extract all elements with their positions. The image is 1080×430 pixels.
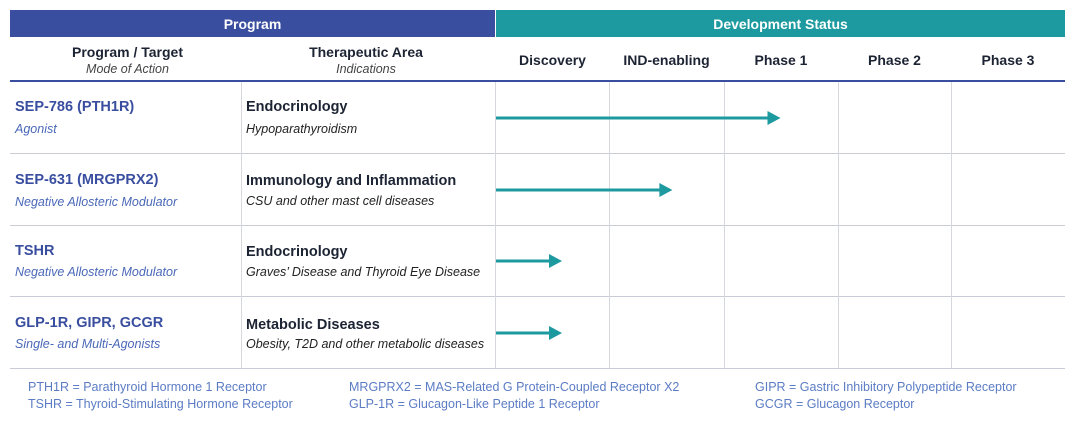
stage-divider xyxy=(951,82,952,368)
progress-arrow-head xyxy=(659,183,673,197)
legend-item: GIPR = Gastric Inhibitory Polypeptide Re… xyxy=(755,380,1017,394)
indication: Obesity, T2D and other metabolic disease… xyxy=(246,337,485,351)
indication: Graves’ Disease and Thyroid Eye Disease xyxy=(246,265,481,279)
indication: Hypoparathyroidism xyxy=(246,122,358,136)
progress-arrow xyxy=(496,111,781,125)
stage-header-phase-3: Phase 3 xyxy=(981,52,1035,68)
program-target-header: Program / Target Mode of Action xyxy=(10,44,245,76)
header-divider xyxy=(10,80,1065,82)
progress-arrow-head xyxy=(767,111,781,125)
stage-header-phase-2: Phase 2 xyxy=(868,52,921,68)
therapeutic-area-title: Therapeutic Area xyxy=(309,44,423,60)
row-divider xyxy=(10,296,1065,297)
therapeutic-area: Immunology and Inflammation xyxy=(246,173,457,189)
indications-subtitle: Indications xyxy=(336,62,396,76)
row-divider xyxy=(10,368,1065,369)
program-header: Program xyxy=(10,10,495,37)
program-name: SEP-631 (MRGPRX2) xyxy=(15,172,159,188)
program-moa: Single- and Multi-Agonists xyxy=(15,337,161,351)
program-name: GLP-1R, GIPR, GCGR xyxy=(15,315,164,331)
legend-item: GLP-1R = Glucagon-Like Peptide 1 Recepto… xyxy=(349,397,600,411)
column-divider xyxy=(495,82,496,368)
legend-item: TSHR = Thyroid-Stimulating Hormone Recep… xyxy=(28,397,293,411)
program-target-title: Program / Target xyxy=(72,44,183,60)
stage-divider xyxy=(724,82,725,368)
row-divider xyxy=(10,153,1065,154)
program-name: SEP-786 (PTH1R) xyxy=(15,99,135,115)
stage-divider xyxy=(609,82,610,368)
stage-header-phase-1: Phase 1 xyxy=(754,52,808,68)
progress-arrow xyxy=(496,254,563,268)
program-moa: Negative Allosteric Modulator xyxy=(15,265,178,279)
progress-arrow xyxy=(496,326,563,340)
program-moa: Agonist xyxy=(15,122,57,136)
therapeutic-area: Endocrinology xyxy=(246,244,348,260)
row-divider xyxy=(10,225,1065,226)
legend-item: MRGPRX2 = MAS-Related G Protein-Coupled … xyxy=(349,380,680,394)
progress-arrow-head xyxy=(549,254,563,268)
stage-header-discovery: Discovery xyxy=(519,52,586,68)
legend-item: GCGR = Glucagon Receptor xyxy=(755,397,915,411)
program-name: TSHR xyxy=(15,243,55,259)
therapeutic-area: Metabolic Diseases xyxy=(246,317,380,333)
stage-header-ind-enabling: IND-enabling xyxy=(623,52,710,68)
mode-of-action-subtitle: Mode of Action xyxy=(86,62,169,76)
stage-divider xyxy=(838,82,839,368)
therapeutic-area-header: Therapeutic Area Indications xyxy=(245,44,487,76)
program-moa: Negative Allosteric Modulator xyxy=(15,195,178,209)
column-divider xyxy=(241,82,242,368)
progress-arrow-head xyxy=(549,326,563,340)
progress-arrow xyxy=(496,183,673,197)
therapeutic-area: Endocrinology xyxy=(246,99,348,115)
development-status-header: Development Status xyxy=(496,10,1065,37)
legend-item: PTH1R = Parathyroid Hormone 1 Receptor xyxy=(28,380,267,394)
indication: CSU and other mast cell diseases xyxy=(246,194,435,208)
